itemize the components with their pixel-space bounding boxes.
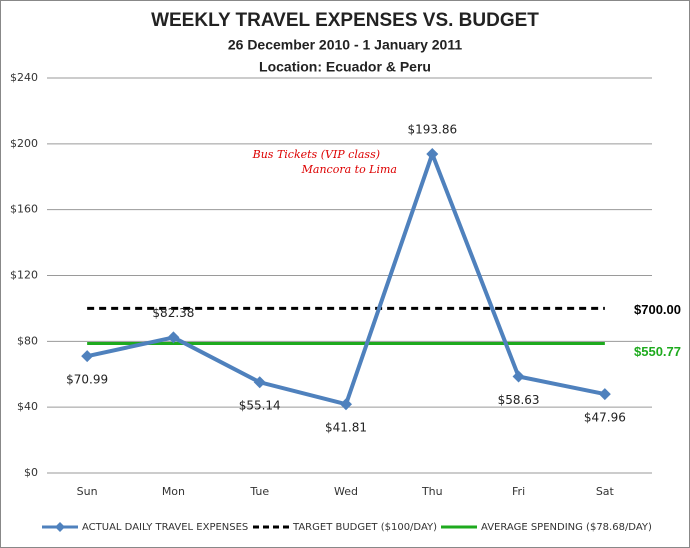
x-tick-label: Sun <box>77 485 98 498</box>
x-tick-label: Tue <box>249 485 269 498</box>
value-label: $70.99 <box>66 373 108 387</box>
chart-title: WEEKLY TRAVEL EXPENSES VS. BUDGET <box>151 10 539 31</box>
y-tick-label: $160 <box>10 203 38 216</box>
point-marker <box>598 388 611 401</box>
note-annotation: Mancora to Lima <box>301 163 397 176</box>
value-label: $82.38 <box>152 306 194 320</box>
legend-label: AVERAGE SPENDING ($78.68/DAY) <box>481 522 652 533</box>
value-label: $41.81 <box>325 421 367 435</box>
y-tick-label: $80 <box>17 334 38 347</box>
point-marker <box>81 350 94 363</box>
x-tick-label: Thu <box>421 485 443 498</box>
chart-subtitle: Location: Ecuador & Peru <box>259 59 431 75</box>
y-tick-label: $0 <box>24 466 38 479</box>
chart-subtitle: 26 December 2010 - 1 January 2011 <box>228 37 462 53</box>
point-marker <box>512 370 525 383</box>
point-marker <box>340 398 352 411</box>
annotation: $700.00 <box>634 302 681 317</box>
annotation: $550.77 <box>634 344 681 359</box>
x-tick-label: Wed <box>334 485 358 498</box>
legend-label: TARGET BUDGET ($100/DAY) <box>292 522 437 533</box>
y-tick-label: $240 <box>10 71 38 84</box>
point-marker <box>167 331 180 344</box>
note-annotation: Bus Tickets (VIP class) <box>252 148 380 161</box>
legend-marker <box>55 522 65 532</box>
x-tick-label: Mon <box>162 485 185 498</box>
x-tick-label: Sat <box>596 485 615 498</box>
y-tick-label: $200 <box>10 137 38 150</box>
legend-label: ACTUAL DAILY TRAVEL EXPENSES <box>82 522 248 533</box>
point-marker <box>426 147 439 160</box>
value-label: $58.63 <box>498 393 540 407</box>
point-marker <box>253 376 266 389</box>
value-label: $193.86 <box>407 122 457 136</box>
value-label: $47.96 <box>584 411 626 425</box>
y-tick-label: $120 <box>10 269 38 282</box>
value-label: $55.14 <box>239 399 281 413</box>
y-tick-label: $40 <box>17 400 38 413</box>
x-tick-label: Fri <box>512 485 525 498</box>
